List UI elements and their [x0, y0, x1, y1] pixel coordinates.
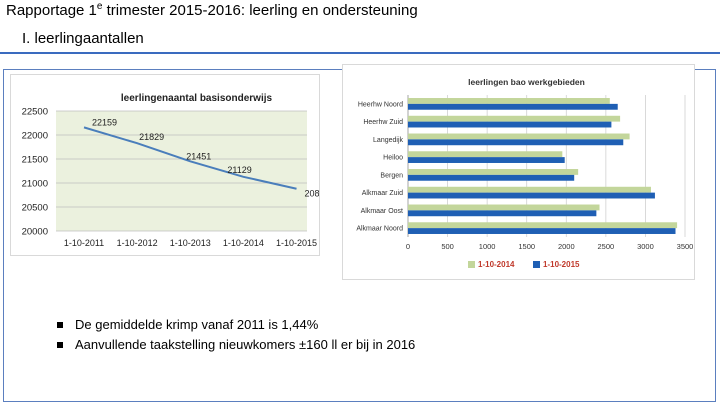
category-label: Heerhw Noord [358, 101, 403, 108]
bar [408, 98, 610, 104]
chart-title: leerlingenaantal basisonderwijs [121, 93, 273, 104]
bar [408, 103, 618, 110]
x-tick-label: 1-10-2014 [223, 238, 264, 248]
x-tick-label: 1-10-2013 [170, 238, 211, 248]
data-label: 21829 [139, 132, 164, 142]
x-tick-label: 0 [406, 242, 410, 251]
section-divider [0, 52, 720, 54]
category-label: Bergen [380, 172, 403, 179]
bar-chart-panel: leerlingen bao werkgebieden 0 500 1000 1500 2… [342, 64, 695, 280]
category-label: Alkmaar Noord [356, 226, 403, 233]
legend-label: 1-10-2015 [543, 260, 580, 269]
x-tick-label: 500 [441, 242, 454, 251]
bullet-item: De gemiddelde krimp vanaf 2011 is 1,44% [57, 315, 415, 335]
bullet-square-icon [57, 322, 63, 328]
legend-swatch [468, 261, 475, 268]
y-tick-label: 20500 [22, 203, 48, 214]
x-tick-label: 1-10-2011 [64, 238, 104, 248]
bar [408, 157, 565, 163]
bar [408, 210, 597, 217]
data-label: 20881 [305, 189, 319, 199]
category-label: Alkmaar Zuid [362, 190, 403, 197]
x-tick-label: 3000 [637, 242, 654, 251]
plot-area [56, 111, 307, 231]
x-tick-label: 1-10-2012 [117, 238, 158, 248]
page-title: Rapportage 1e trimester 2015-2016: leerl… [6, 1, 418, 19]
bullet-list: De gemiddelde krimp vanaf 2011 is 1,44% … [57, 315, 415, 355]
x-tick-label: 1000 [479, 242, 496, 251]
section-heading: I. leerlingaantallen [22, 30, 144, 47]
legend-label: 1-10-2014 [478, 260, 515, 269]
data-label: 21129 [227, 165, 251, 175]
y-tick-label: 22500 [22, 107, 48, 118]
y-tick-label: 21000 [22, 179, 48, 190]
bar [408, 186, 651, 193]
bar [408, 151, 563, 158]
x-tick-label: 2000 [558, 242, 575, 251]
bar [408, 133, 630, 140]
category-label: Langedijk [373, 137, 403, 144]
data-line [83, 126, 297, 190]
bar [408, 174, 575, 181]
bar [408, 228, 676, 234]
bar-chart: leerlingen bao werkgebieden 0 500 1000 1500 2… [356, 77, 694, 269]
bullet-item: Aanvullende taakstelling nieuwkomers ±16… [57, 335, 415, 355]
bar [408, 222, 678, 229]
bar [408, 115, 621, 122]
x-tick-label: 1500 [518, 242, 535, 251]
x-tick-label: 3500 [677, 242, 694, 251]
chart-title: leerlingen bao werkgebieden [468, 77, 585, 87]
bar [408, 121, 612, 128]
category-label: Heiloo [383, 155, 403, 162]
category-label: Heerhw Zuid [363, 119, 403, 126]
data-label: 22159 [92, 117, 117, 127]
bar [408, 192, 655, 199]
bullet-square-icon [57, 342, 63, 348]
x-tick-label: 1-10-2015 [276, 238, 317, 248]
bar [408, 139, 624, 146]
y-tick-label: 22000 [22, 131, 48, 142]
y-tick-label: 21500 [22, 155, 48, 166]
line-chart-panel: leerlingenaantal basisonderwijs 22500 2200… [10, 74, 330, 256]
x-tick-label: 2500 [598, 242, 615, 251]
data-label: 21451 [186, 151, 211, 161]
bar [408, 204, 600, 211]
legend-swatch [533, 261, 540, 268]
category-label: Alkmaar Oost [361, 208, 403, 215]
bar [408, 169, 579, 175]
line-chart: leerlingenaantal basisonderwijs 22500 2200… [22, 93, 330, 248]
y-tick-label: 20000 [22, 227, 48, 238]
